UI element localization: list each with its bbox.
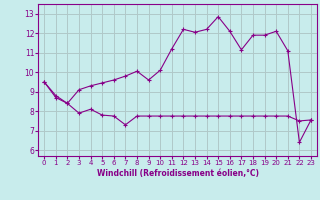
X-axis label: Windchill (Refroidissement éolien,°C): Windchill (Refroidissement éolien,°C) [97, 169, 259, 178]
